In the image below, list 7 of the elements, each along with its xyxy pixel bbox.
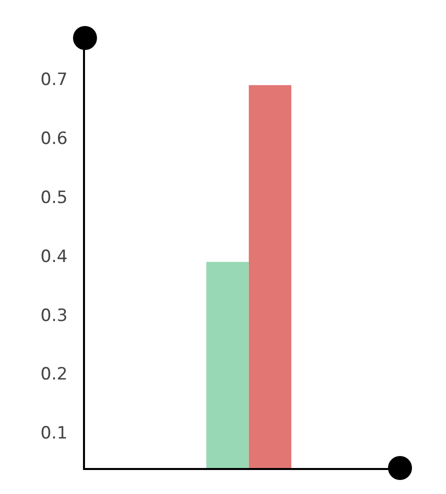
y-tick-label: 0.7: [40, 70, 68, 90]
y-tick-label: 0.4: [40, 246, 68, 267]
y-tick-label: 0.5: [40, 188, 68, 208]
y-tick-label: 0.2: [40, 364, 68, 385]
y-tick-label: 0.3: [40, 306, 68, 326]
y-tick-label: 0.1: [40, 424, 68, 444]
y-tick-label: 0.6: [40, 129, 68, 150]
